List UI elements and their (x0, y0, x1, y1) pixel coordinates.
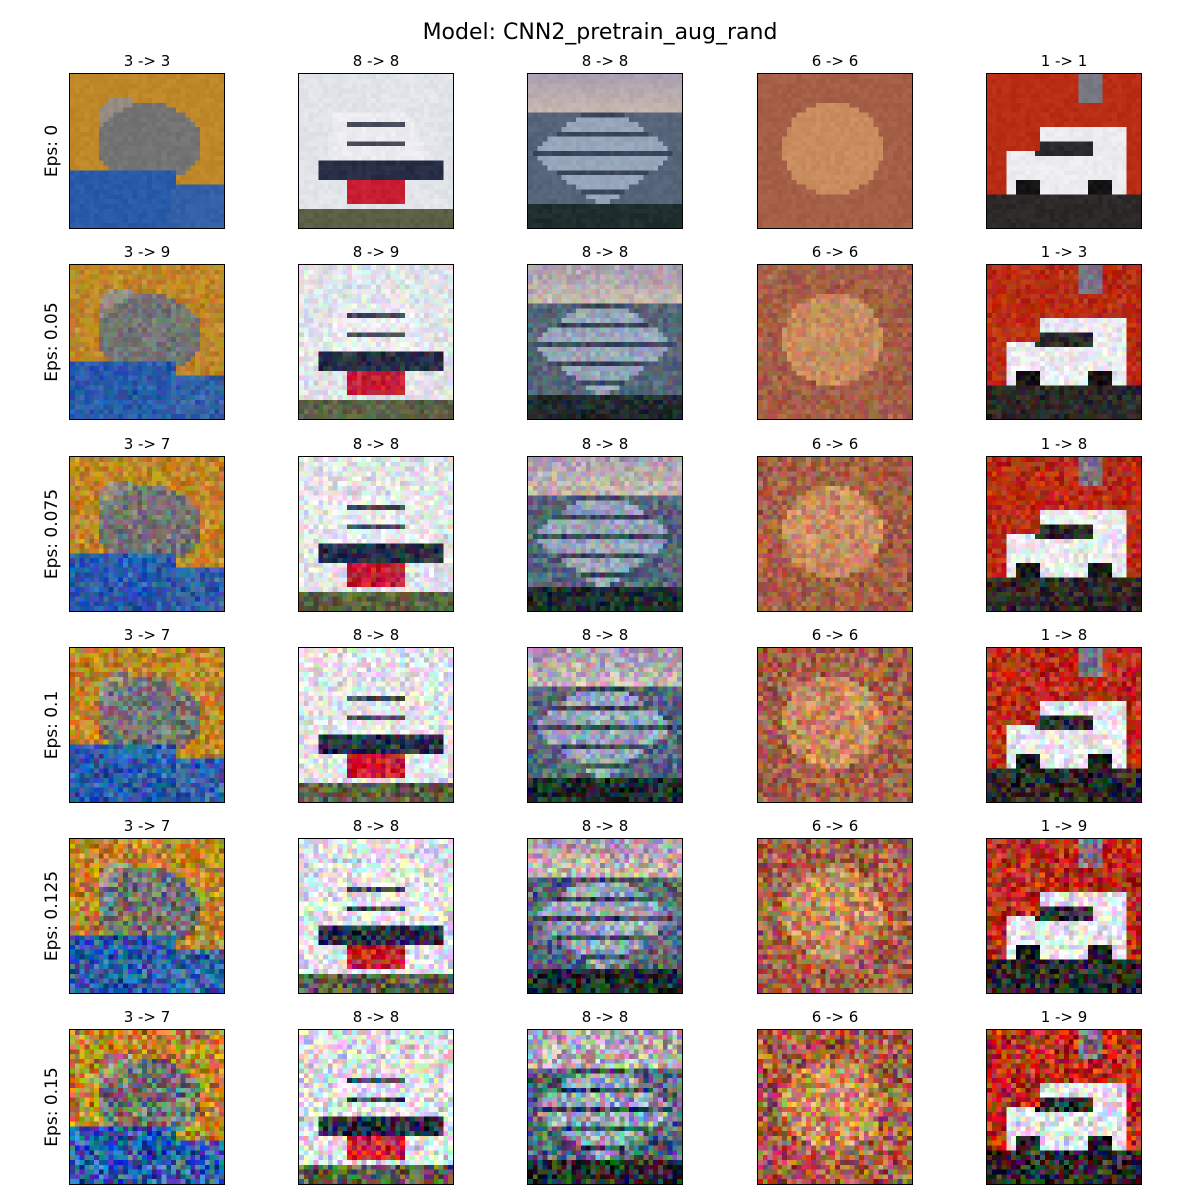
prediction-label: 6 -> 6 (811, 435, 859, 453)
prediction-label: 8 -> 8 (581, 626, 629, 644)
sample-image-pixels (299, 1030, 453, 1184)
sample-image-pixels (528, 457, 682, 611)
sample-image (527, 456, 683, 612)
prediction-label: 1 -> 3 (1040, 243, 1088, 261)
sample-image-pixels (987, 648, 1141, 802)
sample-image (298, 1029, 454, 1185)
sample-image-pixels (987, 839, 1141, 993)
sample-image-pixels (299, 265, 453, 419)
sample-image-pixels (70, 648, 224, 802)
sample-image (298, 456, 454, 612)
sample-image-pixels (70, 1030, 224, 1184)
sample-image (527, 1029, 683, 1185)
prediction-label: 3 -> 7 (123, 817, 171, 835)
sample-image (69, 647, 225, 803)
prediction-label: 6 -> 6 (811, 52, 859, 70)
prediction-label: 3 -> 7 (123, 1008, 171, 1026)
prediction-label: 6 -> 6 (811, 626, 859, 644)
sample-image (298, 838, 454, 994)
prediction-label: 1 -> 8 (1040, 435, 1088, 453)
sample-image (986, 456, 1142, 612)
sample-image-pixels (70, 265, 224, 419)
sample-image-pixels (758, 74, 912, 228)
sample-image-pixels (758, 648, 912, 802)
sample-image (527, 647, 683, 803)
prediction-label: 6 -> 6 (811, 1008, 859, 1026)
sample-image (986, 838, 1142, 994)
sample-image (527, 73, 683, 229)
sample-image-pixels (758, 1030, 912, 1184)
sample-image-pixels (299, 839, 453, 993)
sample-image (69, 1029, 225, 1185)
sample-image-pixels (299, 74, 453, 228)
prediction-label: 8 -> 8 (581, 1008, 629, 1026)
sample-image (986, 73, 1142, 229)
sample-image-pixels (528, 648, 682, 802)
sample-image-pixels (528, 265, 682, 419)
sample-image (69, 73, 225, 229)
sample-image-pixels (758, 265, 912, 419)
sample-image-pixels (987, 457, 1141, 611)
sample-image (69, 838, 225, 994)
sample-image (527, 838, 683, 994)
sample-image (298, 647, 454, 803)
sample-image (69, 456, 225, 612)
sample-image-pixels (528, 74, 682, 228)
prediction-label: 8 -> 8 (352, 1008, 400, 1026)
sample-image-pixels (299, 457, 453, 611)
prediction-label: 3 -> 7 (123, 626, 171, 644)
prediction-label: 1 -> 1 (1040, 52, 1088, 70)
prediction-label: 8 -> 8 (352, 435, 400, 453)
sample-image (757, 1029, 913, 1185)
sample-image (757, 647, 913, 803)
sample-image-pixels (70, 839, 224, 993)
sample-image-pixels (987, 265, 1141, 419)
prediction-label: 8 -> 8 (581, 243, 629, 261)
sample-image (298, 264, 454, 420)
sample-image (986, 647, 1142, 803)
sample-image (757, 264, 913, 420)
prediction-label: 1 -> 8 (1040, 626, 1088, 644)
prediction-label: 3 -> 3 (123, 52, 171, 70)
sample-image-pixels (987, 74, 1141, 228)
row-label: Eps: 0.05 (42, 302, 62, 382)
sample-image-pixels (70, 74, 224, 228)
prediction-label: 8 -> 8 (352, 52, 400, 70)
sample-image (986, 264, 1142, 420)
sample-image (986, 1029, 1142, 1185)
prediction-label: 1 -> 9 (1040, 817, 1088, 835)
sample-image-pixels (70, 457, 224, 611)
sample-image (298, 73, 454, 229)
sample-image-pixels (987, 1030, 1141, 1184)
sample-image-pixels (758, 839, 912, 993)
sample-image (69, 264, 225, 420)
sample-image-pixels (528, 1030, 682, 1184)
sample-image-pixels (758, 457, 912, 611)
sample-image-pixels (299, 648, 453, 802)
sample-image (757, 73, 913, 229)
prediction-label: 8 -> 8 (581, 52, 629, 70)
row-label: Eps: 0.1 (42, 690, 62, 760)
prediction-label: 3 -> 7 (123, 435, 171, 453)
prediction-label: 1 -> 9 (1040, 1008, 1088, 1026)
row-label: Eps: 0.125 (42, 870, 62, 962)
row-label: Eps: 0.15 (42, 1067, 62, 1147)
sample-image-pixels (528, 839, 682, 993)
figure-title: Model: CNN2_pretrain_aug_rand (422, 20, 778, 45)
sample-image (757, 456, 913, 612)
prediction-label: 8 -> 8 (352, 626, 400, 644)
sample-image (527, 264, 683, 420)
prediction-label: 6 -> 6 (811, 817, 859, 835)
sample-image (757, 838, 913, 994)
prediction-label: 8 -> 8 (581, 817, 629, 835)
prediction-label: 8 -> 8 (581, 435, 629, 453)
row-label: Eps: 0.075 (42, 488, 62, 580)
prediction-label: 6 -> 6 (811, 243, 859, 261)
row-label: Eps: 0 (42, 124, 62, 178)
prediction-label: 8 -> 9 (352, 243, 400, 261)
prediction-label: 8 -> 8 (352, 817, 400, 835)
prediction-label: 3 -> 9 (123, 243, 171, 261)
